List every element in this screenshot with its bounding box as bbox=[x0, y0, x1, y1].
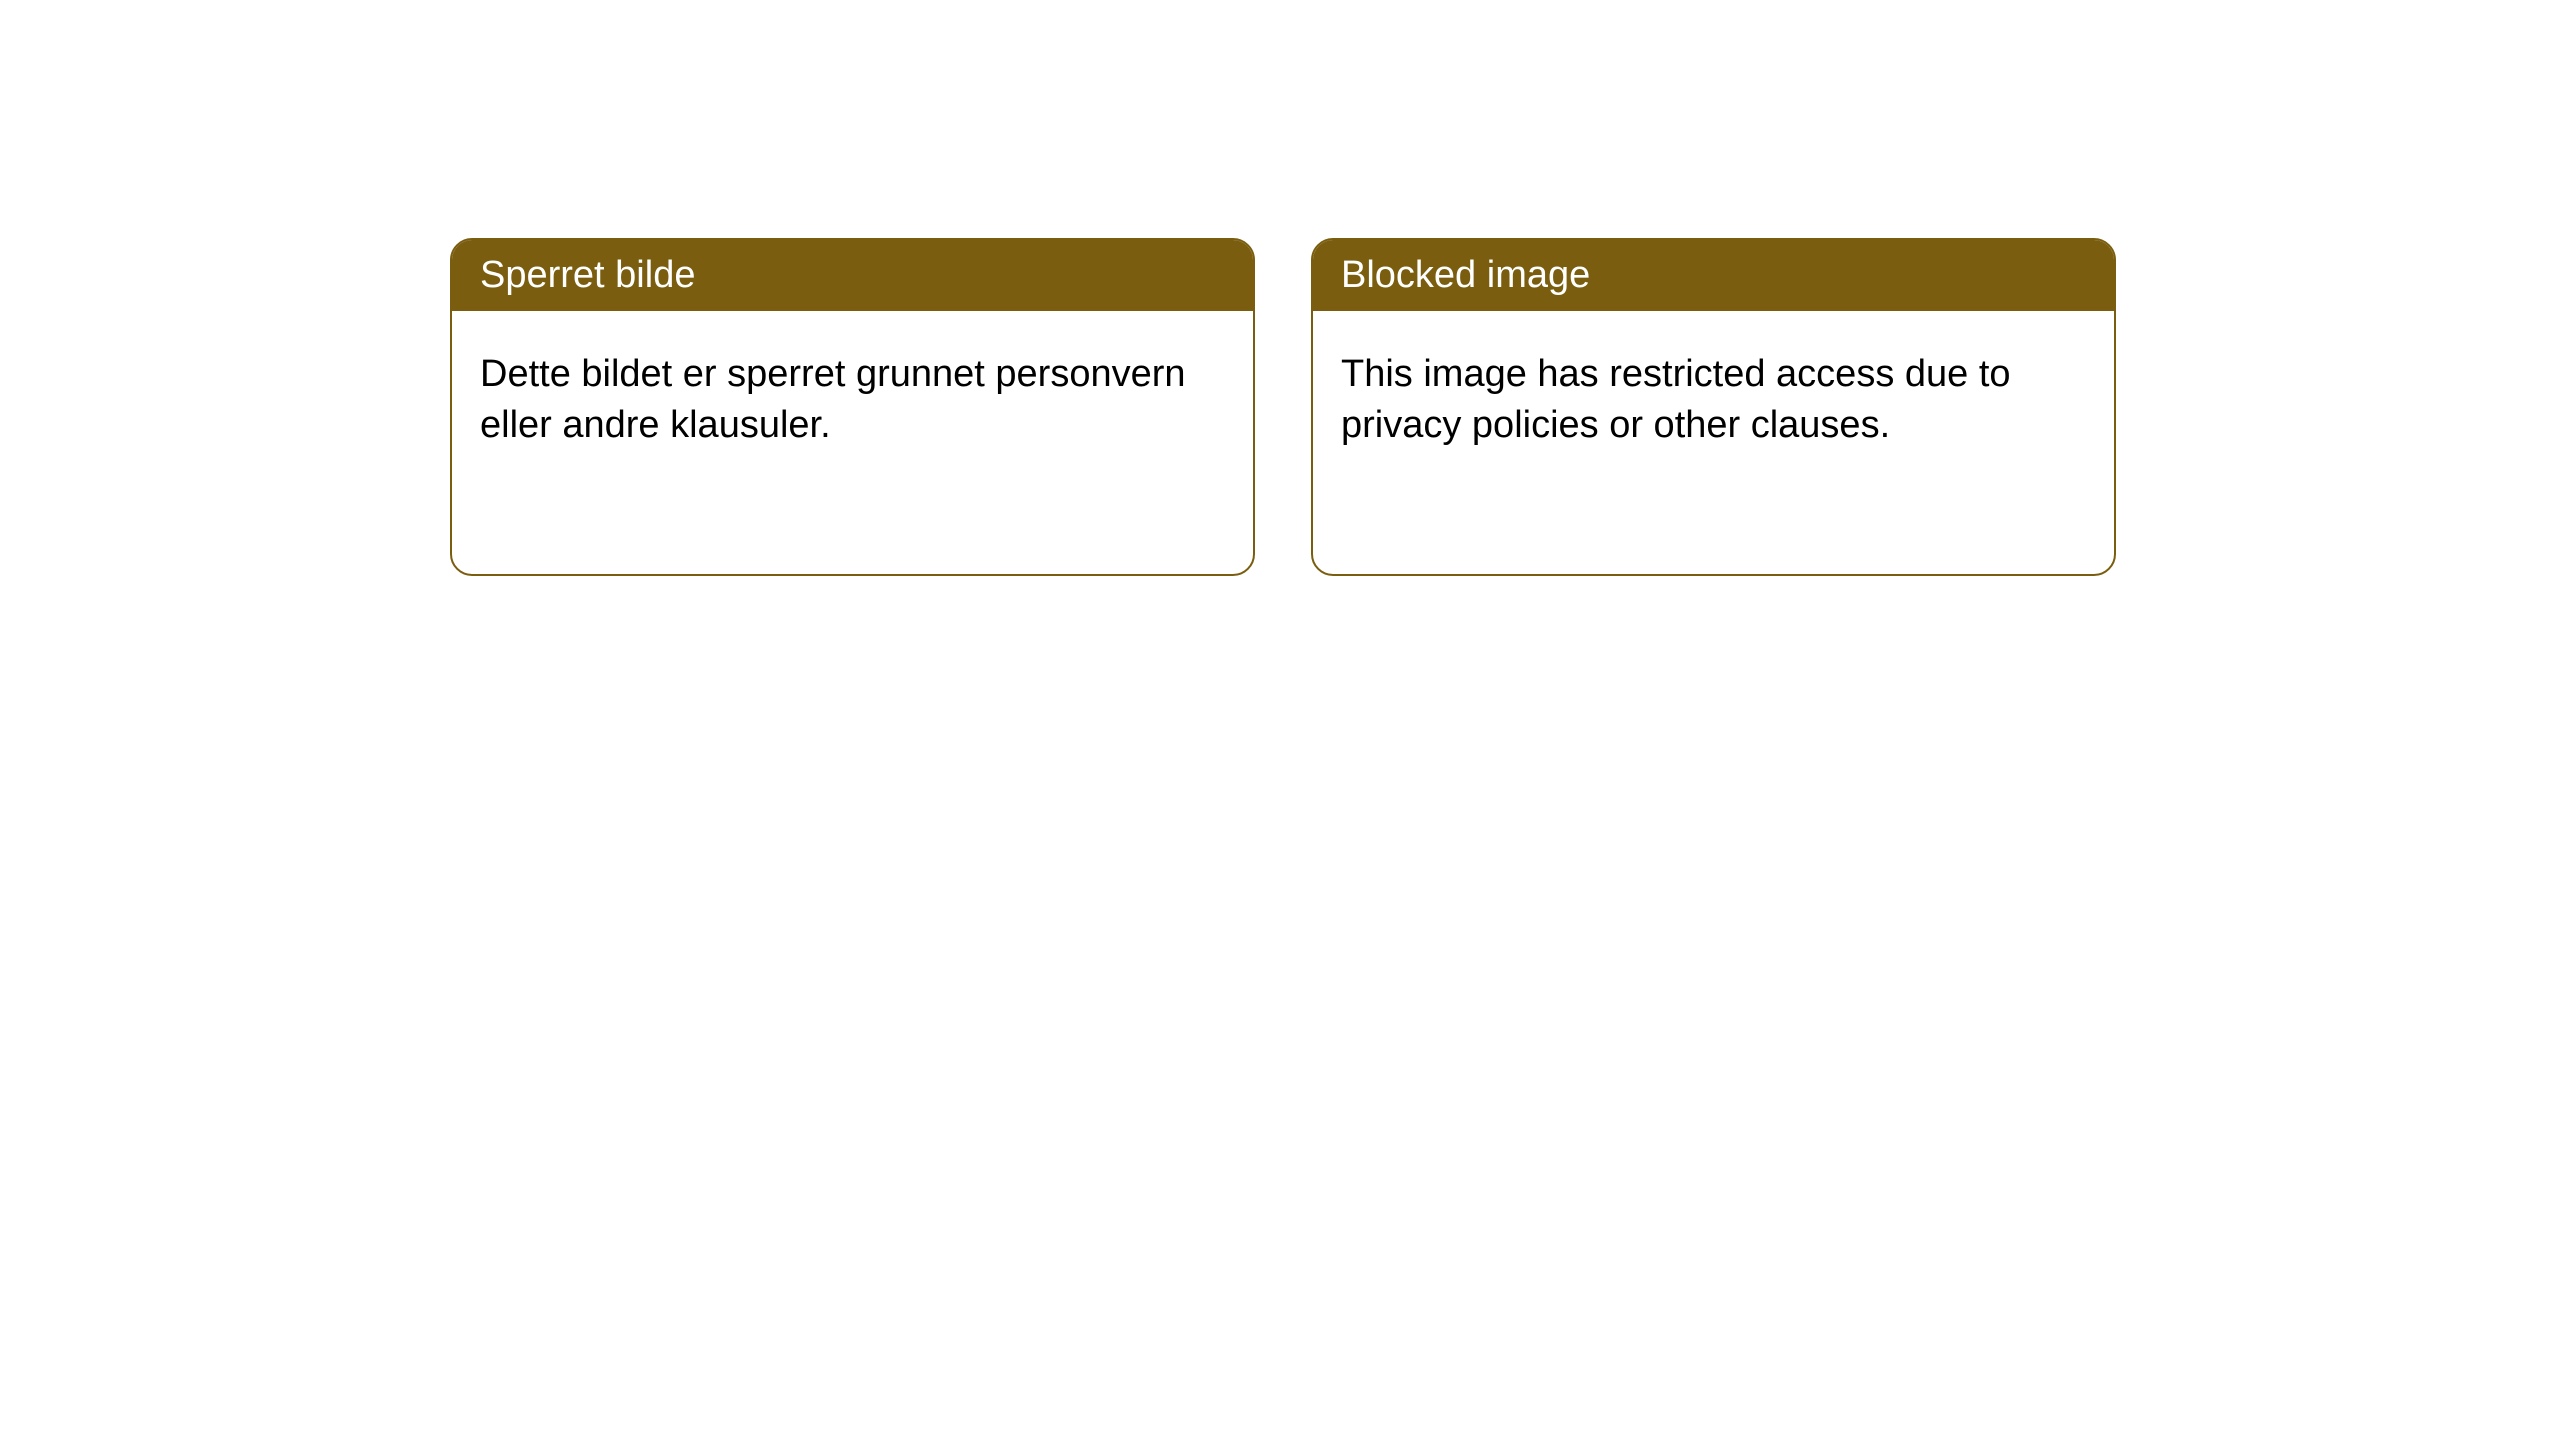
notice-body: This image has restricted access due to … bbox=[1313, 311, 2114, 490]
notice-body: Dette bildet er sperret grunnet personve… bbox=[452, 311, 1253, 490]
notice-title: Blocked image bbox=[1341, 254, 1590, 296]
notice-title: Sperret bilde bbox=[480, 254, 695, 296]
notice-text: This image has restricted access due to … bbox=[1341, 353, 2011, 446]
notice-card-english: Blocked image This image has restricted … bbox=[1311, 238, 2116, 576]
notice-header: Blocked image bbox=[1313, 240, 2114, 311]
notice-text: Dette bildet er sperret grunnet personve… bbox=[480, 353, 1186, 446]
notice-header: Sperret bilde bbox=[452, 240, 1253, 311]
notice-card-norwegian: Sperret bilde Dette bildet er sperret gr… bbox=[450, 238, 1255, 576]
notice-container: Sperret bilde Dette bildet er sperret gr… bbox=[0, 0, 2560, 576]
